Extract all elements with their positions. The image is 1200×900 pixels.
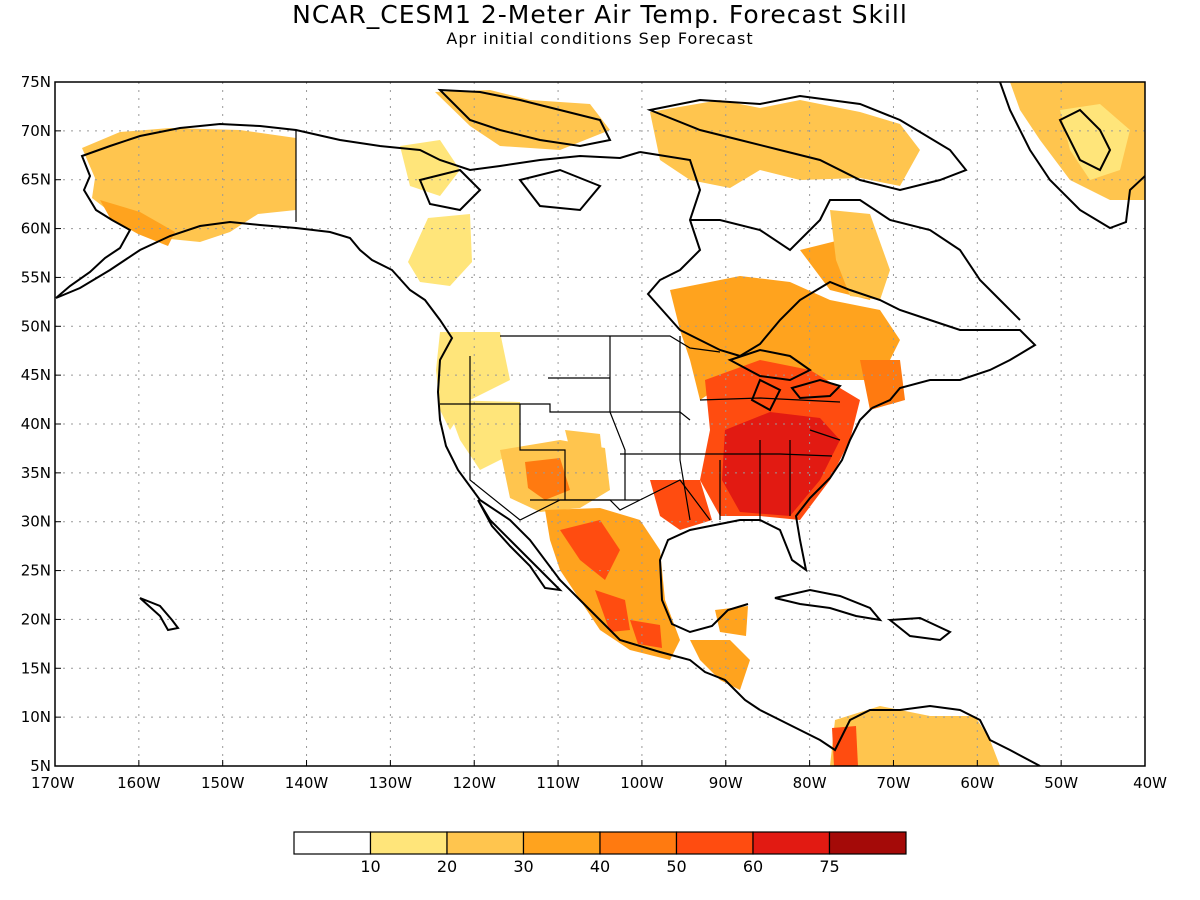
region-great-lakes xyxy=(670,276,900,400)
longitude-tick-label: 100W xyxy=(620,774,664,792)
region-mexico xyxy=(595,590,630,632)
colorbar-label: 60 xyxy=(743,857,763,876)
latitude-tick-label: 70N xyxy=(21,122,51,140)
region-greenland xyxy=(1060,104,1130,180)
region-eastern-us xyxy=(722,412,840,516)
latitude-labels: 75N 70N 65N 60N 55N 50N 45N 40N 35N 30N 25N 20N 15N 1… xyxy=(21,73,61,775)
region-mexico xyxy=(560,520,620,580)
latitude-tick-label: 45N xyxy=(21,366,51,384)
latitude-tick-label: 10N xyxy=(21,708,51,726)
region-alaska-south xyxy=(100,200,175,246)
colorbar-swatch xyxy=(675,831,754,855)
latitude-tick-label: 50N xyxy=(21,317,51,335)
latitude-tick-label: 75N xyxy=(21,73,51,91)
colorbar-label: 50 xyxy=(666,857,686,876)
latitude-tick-label: 55N xyxy=(21,268,51,286)
longitude-tick-label: 80W xyxy=(793,774,827,792)
latitude-tick-label: 40N xyxy=(21,415,51,433)
colorbar-swatch xyxy=(293,831,372,855)
region-south-america xyxy=(832,726,858,766)
longitude-tick-label: 170W xyxy=(31,774,75,792)
region-mexico xyxy=(630,620,662,648)
latitude-tick-label: 25N xyxy=(21,562,51,580)
skill-shading xyxy=(82,82,1145,766)
latitude-tick-label: 65N xyxy=(21,171,51,189)
colorbar-swatch xyxy=(599,831,678,855)
latitude-tick-label: 5N xyxy=(30,757,51,775)
region-western-canada xyxy=(408,214,472,286)
latitude-tick-label: 20N xyxy=(21,610,51,628)
region-south-america xyxy=(830,706,1000,766)
longitude-labels: 170W 160W 150W 140W 130W 120W 110W 100W 90W 80W 70… xyxy=(31,760,1167,792)
region-quebec-labrador xyxy=(830,210,890,300)
longitude-tick-label: 60W xyxy=(960,774,994,792)
latitude-tick-label: 35N xyxy=(21,464,51,482)
colorbar-label: 20 xyxy=(437,857,457,876)
region-us-southwest xyxy=(565,430,604,470)
colorbar-swatch xyxy=(522,831,601,855)
longitude-tick-label: 120W xyxy=(452,774,496,792)
colorbar-label: 10 xyxy=(360,857,380,876)
longitude-tick-label: 70W xyxy=(877,774,911,792)
map-subtitle: Apr initial conditions Sep Forecast xyxy=(446,29,754,48)
longitude-tick-label: 140W xyxy=(285,774,329,792)
colorbar-swatch xyxy=(828,831,907,855)
region-canada-arctic-islands xyxy=(650,100,920,188)
longitude-tick-label: 50W xyxy=(1044,774,1078,792)
colorbar-label: 75 xyxy=(819,857,839,876)
colorbar-swatch xyxy=(369,831,448,855)
colorbar: 10 20 30 40 50 60 75 xyxy=(293,831,907,876)
region-us-southwest xyxy=(525,458,570,500)
longitude-tick-label: 40W xyxy=(1133,774,1167,792)
region-western-canada xyxy=(400,140,460,196)
colorbar-label: 40 xyxy=(590,857,610,876)
region-central-america xyxy=(690,640,750,690)
colorbar-label: 30 xyxy=(513,857,533,876)
colorbar-swatch xyxy=(752,831,831,855)
region-central-america xyxy=(715,606,748,636)
longitude-tick-label: 130W xyxy=(369,774,413,792)
longitude-tick-label: 150W xyxy=(201,774,245,792)
political-borders xyxy=(295,130,841,521)
latitude-tick-label: 15N xyxy=(21,659,51,677)
region-eastern-us xyxy=(860,360,905,410)
map-plot-area xyxy=(55,82,1145,766)
longitude-tick-label: 110W xyxy=(536,774,580,792)
longitude-tick-label: 90W xyxy=(709,774,743,792)
region-eastern-us xyxy=(650,480,712,530)
latitude-tick-label: 30N xyxy=(21,513,51,531)
latitude-tick-label: 60N xyxy=(21,220,51,238)
colorbar-swatch xyxy=(446,831,525,855)
longitude-tick-label: 160W xyxy=(117,774,161,792)
map-title: NCAR_CESM1 2-Meter Air Temp. Forecast Sk… xyxy=(292,0,908,29)
region-canada-arctic-islands xyxy=(435,90,610,150)
